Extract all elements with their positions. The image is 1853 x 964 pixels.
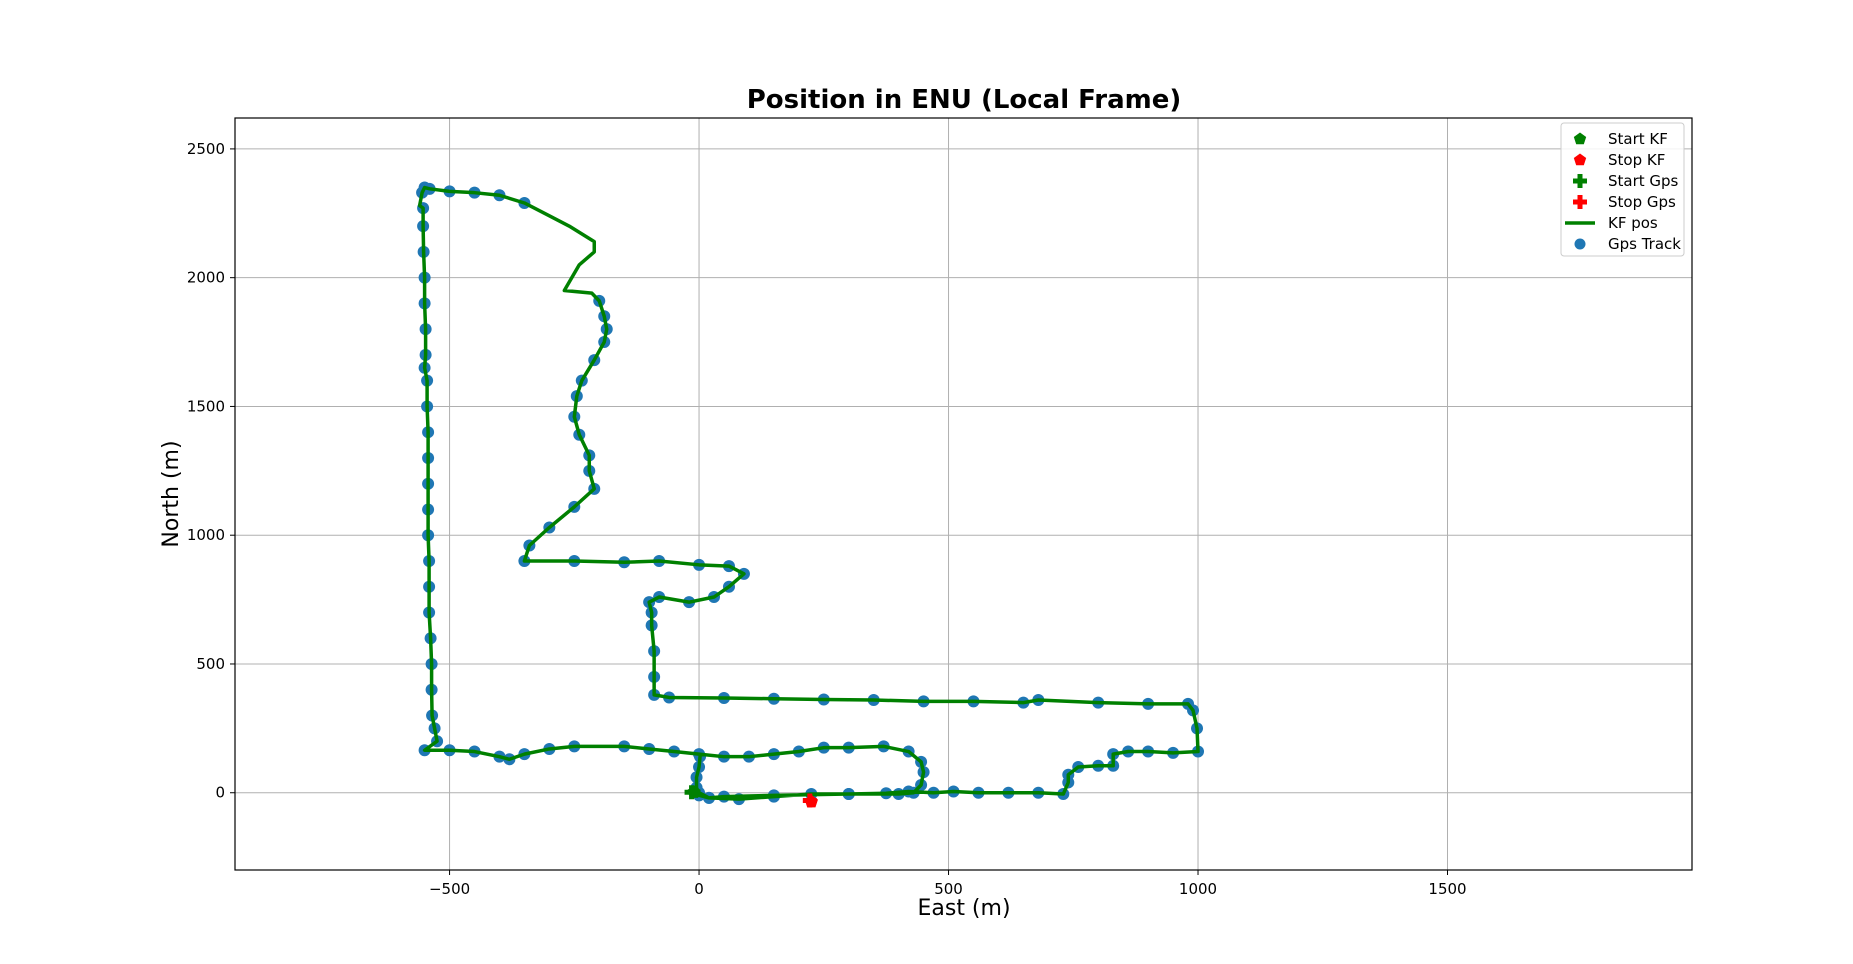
legend-kf-pos-label: KF pos (1608, 214, 1658, 232)
legend-entries: Start KF Stop KF Start Gps Stop Gps KF pos Gp… (1565, 130, 1681, 253)
x-tick-label: −500 (429, 880, 470, 898)
x-axis-label: East (m) (917, 896, 1010, 921)
legend-stop-kf-swatch (1573, 153, 1587, 166)
y-axis-label: North (m) (159, 440, 184, 547)
legend-start-kf-label: Start KF (1608, 130, 1668, 148)
grid-layer (235, 118, 1692, 870)
y-tick-label: 2500 (187, 140, 225, 158)
start-kf-marker (687, 785, 701, 798)
x-tick-label: 0 (694, 880, 704, 898)
legend-start-gps-swatch (1573, 174, 1587, 188)
legend-gps-track-label: Gps Track (1608, 235, 1681, 253)
y-tick-label: 500 (196, 655, 225, 673)
legend-gps-track-swatch (1574, 238, 1586, 250)
tick-layer: −500 0 500 1000 1500 0 500 1000 1500 2000 2500 (187, 140, 1467, 898)
y-tick-label: 1500 (187, 397, 225, 415)
x-tick-label: 1000 (1179, 880, 1217, 898)
axes-frame (234, 117, 1693, 871)
kf-pos-line (417, 185, 1200, 801)
x-tick-label: 1500 (1428, 880, 1466, 898)
chart-title: Position in ENU (Local Frame) (747, 85, 1182, 115)
data-layer (416, 181, 1205, 808)
y-tick-label: 2000 (187, 269, 225, 287)
y-tick-label: 1000 (187, 526, 225, 544)
legend-stop-kf-label: Stop KF (1608, 151, 1665, 169)
x-tick-label: 500 (934, 880, 963, 898)
legend-start-gps-label: Start Gps (1608, 172, 1679, 190)
stop-kf-marker (804, 794, 818, 808)
legend-start-kf-swatch (1573, 132, 1587, 145)
legend: Start KF Stop KF Start Gps Stop Gps KF pos Gp… (1560, 122, 1685, 257)
legend-stop-gps-swatch (1573, 195, 1587, 209)
y-tick-label: 0 (215, 784, 225, 802)
legend-stop-gps-label: Stop Gps (1608, 193, 1676, 211)
